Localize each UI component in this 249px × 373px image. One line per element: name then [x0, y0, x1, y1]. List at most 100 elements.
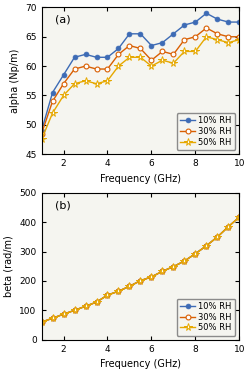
- 30% RH: [84, 304, 87, 308]
- 50% RH: [238, 215, 241, 219]
- 50% RH: [205, 35, 208, 39]
- 50% RH: [95, 81, 98, 86]
- Line: 50% RH: 50% RH: [38, 213, 243, 326]
- 30% RH: [161, 49, 164, 54]
- 30% RH: [205, 26, 208, 30]
- Legend: 10% RH, 30% RH, 50% RH: 10% RH, 30% RH, 50% RH: [177, 113, 235, 150]
- 10% RH: [128, 32, 131, 36]
- 30% RH: [205, 244, 208, 248]
- 50% RH: [73, 81, 76, 86]
- 50% RH: [106, 293, 109, 297]
- 50% RH: [216, 235, 219, 239]
- 10% RH: [227, 225, 230, 229]
- 10% RH: [139, 32, 142, 36]
- 10% RH: [150, 43, 153, 48]
- 30% RH: [51, 316, 54, 320]
- 30% RH: [172, 264, 175, 269]
- 10% RH: [73, 55, 76, 60]
- 50% RH: [40, 137, 43, 142]
- 30% RH: [73, 308, 76, 313]
- 30% RH: [95, 67, 98, 71]
- 10% RH: [106, 55, 109, 60]
- 50% RH: [183, 49, 186, 54]
- 10% RH: [205, 244, 208, 248]
- 50% RH: [84, 79, 87, 83]
- 30% RH: [183, 259, 186, 263]
- 30% RH: [40, 320, 43, 324]
- 30% RH: [62, 312, 65, 316]
- 30% RH: [95, 300, 98, 304]
- 30% RH: [172, 52, 175, 57]
- 10% RH: [161, 40, 164, 45]
- 30% RH: [194, 35, 197, 39]
- 10% RH: [238, 215, 241, 219]
- 10% RH: [106, 293, 109, 297]
- 50% RH: [128, 284, 131, 288]
- 10% RH: [183, 23, 186, 27]
- 10% RH: [238, 20, 241, 24]
- 50% RH: [95, 300, 98, 304]
- 50% RH: [172, 264, 175, 269]
- X-axis label: Frequency (GHz): Frequency (GHz): [100, 359, 181, 369]
- 50% RH: [172, 61, 175, 65]
- 10% RH: [194, 251, 197, 256]
- 50% RH: [161, 58, 164, 62]
- 10% RH: [51, 316, 54, 320]
- 10% RH: [172, 32, 175, 36]
- 10% RH: [183, 259, 186, 263]
- 50% RH: [216, 37, 219, 42]
- Legend: 10% RH, 30% RH, 50% RH: 10% RH, 30% RH, 50% RH: [177, 298, 235, 336]
- 10% RH: [216, 235, 219, 239]
- 50% RH: [227, 40, 230, 45]
- 30% RH: [238, 35, 241, 39]
- Y-axis label: alpha (Np/m): alpha (Np/m): [10, 48, 20, 113]
- 10% RH: [51, 90, 54, 95]
- Line: 50% RH: 50% RH: [38, 33, 243, 143]
- 50% RH: [205, 244, 208, 248]
- 50% RH: [150, 64, 153, 68]
- 50% RH: [62, 93, 65, 98]
- 50% RH: [139, 55, 142, 60]
- 50% RH: [117, 64, 120, 68]
- 10% RH: [62, 73, 65, 77]
- 30% RH: [128, 43, 131, 48]
- 30% RH: [51, 99, 54, 104]
- 10% RH: [161, 269, 164, 273]
- 50% RH: [183, 259, 186, 263]
- 30% RH: [139, 46, 142, 51]
- Line: 30% RH: 30% RH: [39, 214, 242, 325]
- 50% RH: [40, 320, 43, 324]
- 10% RH: [216, 17, 219, 21]
- 50% RH: [106, 79, 109, 83]
- 30% RH: [150, 58, 153, 62]
- 10% RH: [40, 320, 43, 324]
- 30% RH: [150, 275, 153, 279]
- 10% RH: [128, 284, 131, 288]
- 30% RH: [161, 269, 164, 273]
- 10% RH: [62, 312, 65, 316]
- 50% RH: [62, 312, 65, 316]
- 30% RH: [40, 131, 43, 136]
- Text: (b): (b): [55, 200, 71, 210]
- Line: 30% RH: 30% RH: [39, 25, 242, 136]
- 10% RH: [227, 20, 230, 24]
- 30% RH: [238, 215, 241, 219]
- 10% RH: [95, 300, 98, 304]
- 30% RH: [139, 279, 142, 283]
- 10% RH: [172, 264, 175, 269]
- 10% RH: [73, 308, 76, 313]
- 50% RH: [161, 269, 164, 273]
- 10% RH: [205, 11, 208, 16]
- 30% RH: [227, 35, 230, 39]
- 50% RH: [194, 251, 197, 256]
- 10% RH: [95, 55, 98, 60]
- Y-axis label: beta (rad/m): beta (rad/m): [4, 235, 14, 297]
- 50% RH: [73, 308, 76, 313]
- 50% RH: [128, 55, 131, 60]
- Line: 10% RH: 10% RH: [39, 214, 242, 325]
- 50% RH: [51, 316, 54, 320]
- 30% RH: [84, 64, 87, 68]
- 30% RH: [62, 81, 65, 86]
- 30% RH: [216, 32, 219, 36]
- 50% RH: [139, 279, 142, 283]
